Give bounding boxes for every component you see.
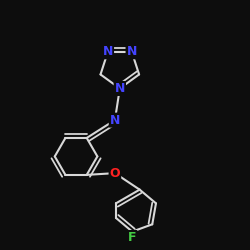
Text: F: F bbox=[128, 231, 136, 244]
Text: O: O bbox=[110, 167, 120, 180]
Text: N: N bbox=[103, 45, 113, 58]
Text: N: N bbox=[114, 82, 125, 95]
Text: N: N bbox=[126, 45, 137, 58]
Text: N: N bbox=[110, 114, 120, 126]
